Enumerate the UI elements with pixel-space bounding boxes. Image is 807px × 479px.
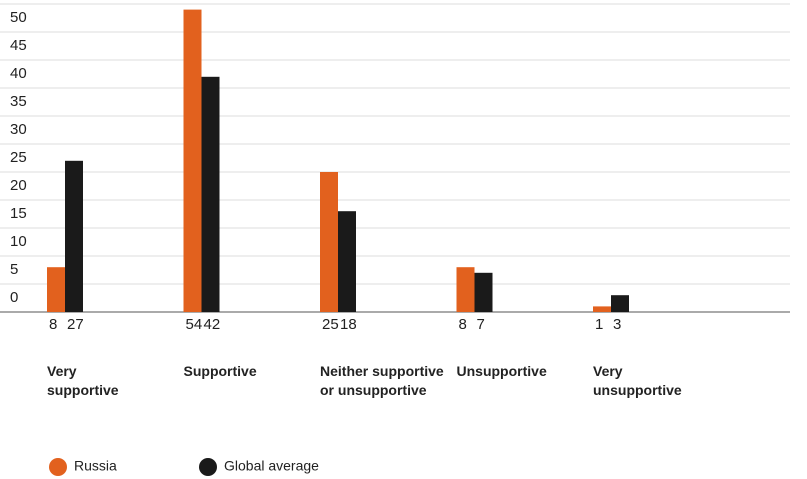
legend-label: Russia bbox=[74, 458, 117, 474]
bar bbox=[183, 9, 202, 312]
y-tick-label: 10 bbox=[10, 233, 27, 250]
x-tick-label: Unsupportive bbox=[456, 363, 547, 379]
y-tick-label: 30 bbox=[10, 121, 27, 138]
value-label: 25 bbox=[322, 316, 339, 333]
bar bbox=[338, 211, 356, 312]
x-tick-label: Very unsupportive bbox=[593, 363, 682, 398]
x-tick-label: Supportive bbox=[183, 363, 257, 379]
y-tick-label: 35 bbox=[10, 93, 27, 110]
bar bbox=[47, 267, 65, 312]
bar bbox=[65, 160, 83, 312]
bar bbox=[474, 272, 493, 312]
legend-swatch bbox=[199, 458, 217, 476]
y-tick-label: 15 bbox=[10, 205, 27, 222]
value-label: 7 bbox=[477, 316, 485, 333]
value-label: 8 bbox=[459, 316, 467, 333]
y-tick-label: 20 bbox=[10, 177, 27, 194]
bar bbox=[611, 295, 629, 312]
bar bbox=[456, 267, 475, 312]
value-label: 54 bbox=[186, 316, 203, 333]
y-tick-label: 50 bbox=[10, 9, 27, 26]
legend-label: Global average bbox=[224, 458, 319, 474]
value-label: 27 bbox=[67, 316, 84, 333]
y-tick-label: 40 bbox=[10, 65, 27, 82]
value-label: 1 bbox=[595, 316, 603, 333]
y-tick-label: 45 bbox=[10, 37, 27, 54]
bar bbox=[201, 76, 220, 312]
y-tick-label: 5 bbox=[10, 261, 18, 278]
value-label: 42 bbox=[204, 316, 221, 333]
x-tick-label: Neither supportive or unsupportive bbox=[320, 363, 444, 398]
bar bbox=[320, 172, 338, 312]
y-tick-label: 25 bbox=[10, 149, 27, 166]
legend-swatch bbox=[49, 458, 67, 476]
value-label: 8 bbox=[49, 316, 57, 333]
bar bbox=[593, 306, 611, 312]
y-tick-label: 0 bbox=[10, 289, 18, 306]
x-tick-label: Very supportive bbox=[47, 363, 119, 398]
value-label: 3 bbox=[613, 316, 621, 333]
value-label: 18 bbox=[340, 316, 357, 333]
